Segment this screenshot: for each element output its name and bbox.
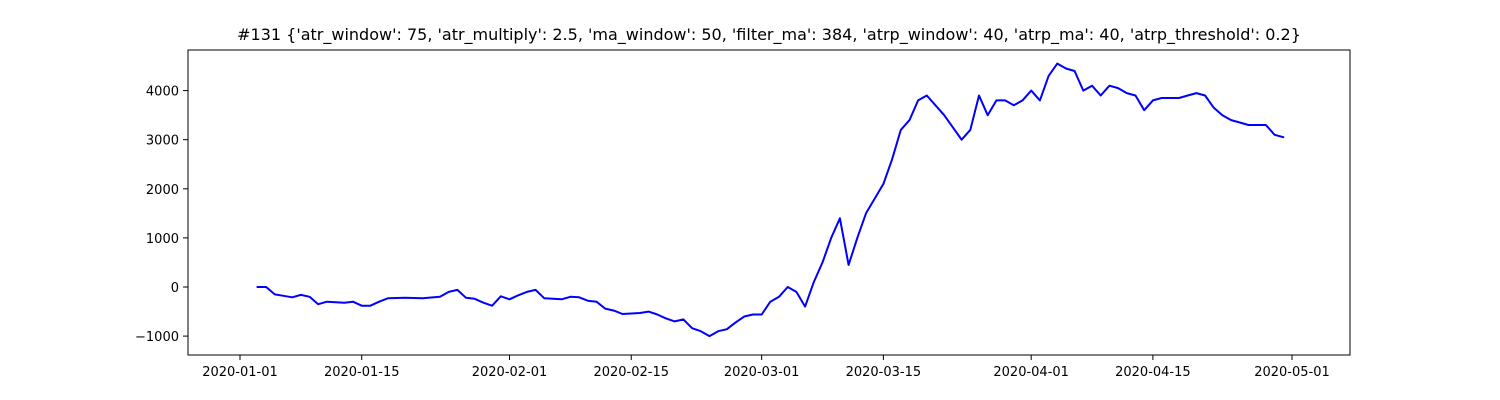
x-tick-label: 2020-03-01 <box>724 365 800 380</box>
y-tick-label: 4000 <box>146 85 179 100</box>
series-layer <box>256 62 1285 338</box>
series-line <box>256 62 1285 338</box>
x-tick-label: 2020-01-15 <box>324 365 400 380</box>
x-tick-label: 2020-03-15 <box>846 365 922 380</box>
x-tick-label: 2020-04-01 <box>993 365 1069 380</box>
y-tick-label: 1000 <box>146 232 179 247</box>
x-tick-label: 2020-01-01 <box>202 365 278 380</box>
y-tick-label: 0 <box>171 281 179 296</box>
y-tick-label: −1000 <box>135 330 179 345</box>
y-tick-label: 2000 <box>146 183 179 198</box>
x-tick-label: 2020-05-01 <box>1254 365 1330 380</box>
y-tick-label: 3000 <box>146 134 179 149</box>
x-tick-label: 2020-02-15 <box>593 365 669 380</box>
chart-title: #131 {'atr_window': 75, 'atr_multiply': … <box>237 25 1301 45</box>
x-tick-label: 2020-04-15 <box>1115 365 1191 380</box>
plot-frame <box>187 49 1351 356</box>
x-tick-label: 2020-02-01 <box>472 365 548 380</box>
axis-ticks: 2020-01-01 2020-01-15 2020-02-01 2020-02-15… <box>135 85 1330 380</box>
